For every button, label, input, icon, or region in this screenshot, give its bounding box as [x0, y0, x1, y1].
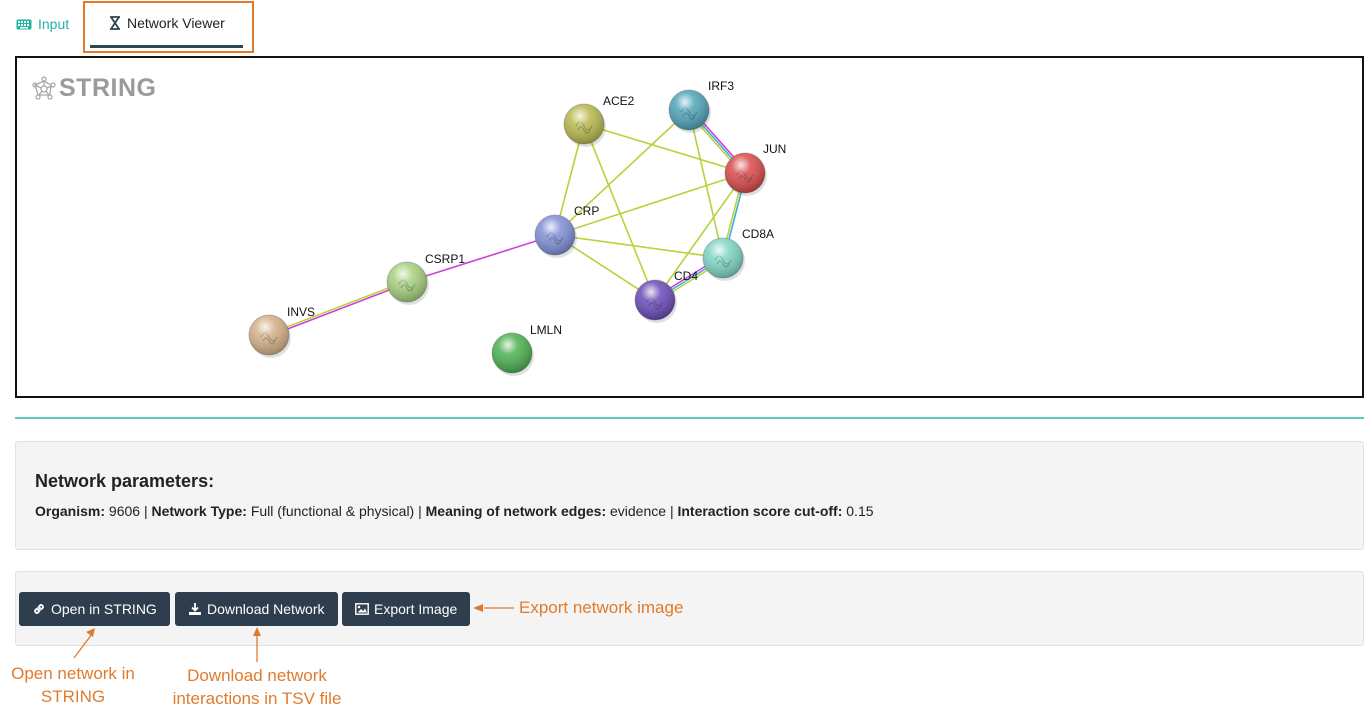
network-node-cd4[interactable]: CD4: [634, 269, 698, 323]
network-edge[interactable]: [688, 109, 724, 259]
network-node-lmln[interactable]: LMLN: [491, 323, 562, 376]
network-node-invs[interactable]: INVS: [248, 305, 315, 358]
network-edge[interactable]: [554, 234, 724, 259]
open-in-string-label: Open in STRING: [51, 601, 157, 617]
node-gloss: [635, 280, 675, 320]
organism-label: Organism:: [35, 503, 106, 519]
tab-network-viewer[interactable]: Network Viewer: [109, 15, 225, 31]
network-node-crp[interactable]: CRP: [534, 204, 599, 258]
string-logo: STRING: [31, 74, 156, 103]
separator: |: [143, 503, 148, 519]
network-edge[interactable]: [268, 280, 407, 335]
export-annotation-text: Export network image: [519, 598, 684, 617]
network-type-label: Network Type:: [151, 503, 247, 519]
export-image-label: Export Image: [374, 601, 458, 617]
network-edge[interactable]: [406, 234, 556, 283]
network-edge[interactable]: [583, 123, 746, 174]
network-viewer-canvas[interactable]: STRING ACE2 IRF3 JUN CRP CD8A CD4 CSRP1 INVS LML…: [15, 56, 1364, 398]
download-annotation: Download network interactions in TSV fil…: [157, 664, 357, 710]
keyboard-icon: [16, 19, 32, 29]
open-in-string-button[interactable]: Open in STRING: [19, 592, 170, 626]
node-label: LMLN: [530, 323, 562, 337]
tab-input-label: Input: [38, 16, 70, 32]
tab-input[interactable]: Input: [16, 14, 69, 34]
node-gloss: [387, 262, 427, 302]
network-graph[interactable]: ACE2 IRF3 JUN CRP CD8A CD4 CSRP1 INVS LMLN: [17, 58, 1362, 396]
hourglass-icon: [110, 16, 120, 30]
separator: |: [669, 503, 674, 519]
download-network-label: Download Network: [207, 601, 325, 617]
node-gloss: [725, 153, 765, 193]
network-parameters-panel: Network parameters: Organism: 9606 | Net…: [15, 441, 1364, 550]
node-gloss: [669, 90, 709, 130]
active-tab-indicator: [90, 45, 243, 48]
network-node-csrp1[interactable]: CSRP1: [386, 252, 465, 305]
params-title: Network parameters:: [35, 471, 215, 491]
open-annotation: Open network in STRING: [2, 662, 144, 708]
node-label: INVS: [287, 305, 315, 319]
export-annotation: Export network image: [519, 596, 683, 619]
organism-value: 9606: [108, 503, 141, 519]
network-edge[interactable]: [554, 172, 746, 236]
image-icon: [355, 603, 369, 615]
network-type-value: Full (functional & physical): [250, 503, 415, 519]
link-icon: [34, 604, 44, 614]
network-edge[interactable]: [654, 172, 746, 301]
node-label: JUN: [763, 142, 786, 156]
download-annotation-line1: Download network: [187, 666, 327, 685]
node-label: ACE2: [603, 94, 635, 108]
node-gloss: [249, 315, 289, 355]
node-label: CD8A: [742, 227, 774, 241]
network-node-cd8a[interactable]: CD8A: [702, 227, 774, 281]
string-network-icon: [32, 75, 56, 100]
download-annotation-line2: interactions in TSV file: [172, 689, 342, 708]
tab-network-viewer-highlight: Network Viewer: [83, 1, 254, 53]
tab-network-viewer-label: Network Viewer: [127, 15, 225, 31]
actions-panel: Open in STRING Download Network Export I…: [15, 571, 1364, 646]
network-edge[interactable]: [583, 123, 656, 301]
node-gloss: [703, 238, 743, 278]
network-node-jun[interactable]: JUN: [724, 142, 786, 196]
cutoff-value: 0.15: [846, 503, 874, 519]
params-line: Organism: 9606 | Network Type: Full (fun…: [35, 503, 874, 519]
node-label: CD4: [674, 269, 698, 283]
node-label: CSRP1: [425, 252, 465, 266]
cutoff-label: Interaction score cut-off:: [677, 503, 843, 519]
separator: |: [418, 503, 422, 519]
edges-meaning-label: Meaning of network edges:: [425, 503, 607, 519]
open-annotation-line1: Open network in: [11, 664, 135, 683]
string-logo-text: STRING: [59, 74, 157, 102]
download-network-button[interactable]: Download Network: [175, 592, 338, 626]
export-image-button[interactable]: Export Image: [342, 592, 471, 626]
download-icon: [189, 603, 201, 615]
node-label: IRF3: [708, 79, 734, 93]
open-annotation-line2: STRING: [40, 687, 106, 706]
node-gloss: [492, 333, 532, 373]
edges-meaning-value: evidence: [610, 503, 667, 519]
section-divider: [15, 417, 1364, 419]
node-label: CRP: [574, 204, 599, 218]
network-edge[interactable]: [269, 282, 408, 337]
network-node-irf3[interactable]: IRF3: [668, 79, 734, 133]
network-edge[interactable]: [554, 109, 690, 236]
network-node-ace2[interactable]: ACE2: [563, 94, 635, 147]
node-gloss: [564, 104, 604, 144]
node-gloss: [535, 215, 575, 255]
